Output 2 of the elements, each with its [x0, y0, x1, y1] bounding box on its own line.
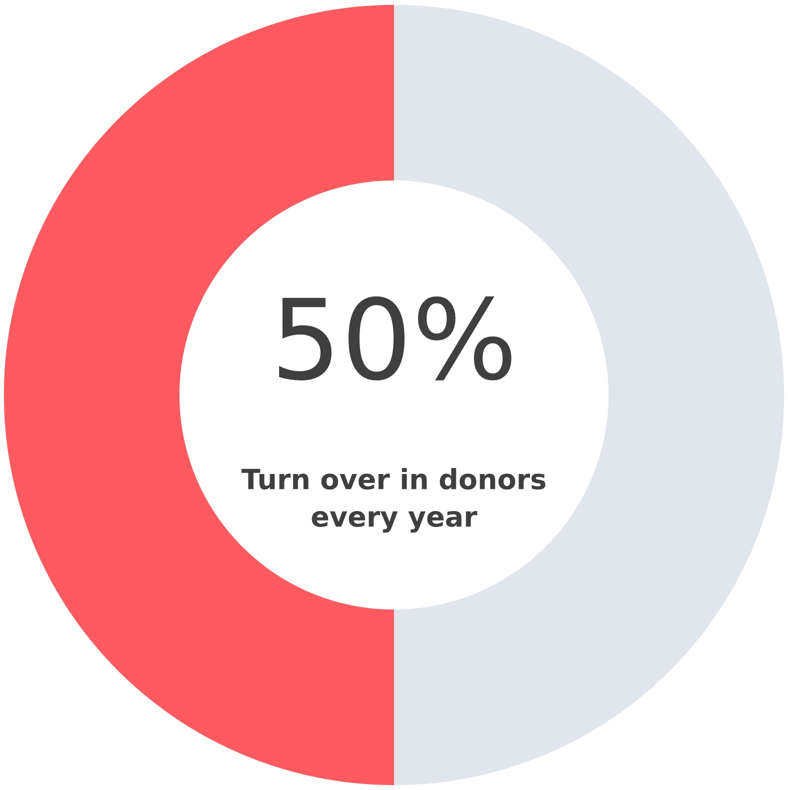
text: Turn over in donors every year	[242, 468, 546, 533]
data-label: 50%	[279, 296, 512, 380]
